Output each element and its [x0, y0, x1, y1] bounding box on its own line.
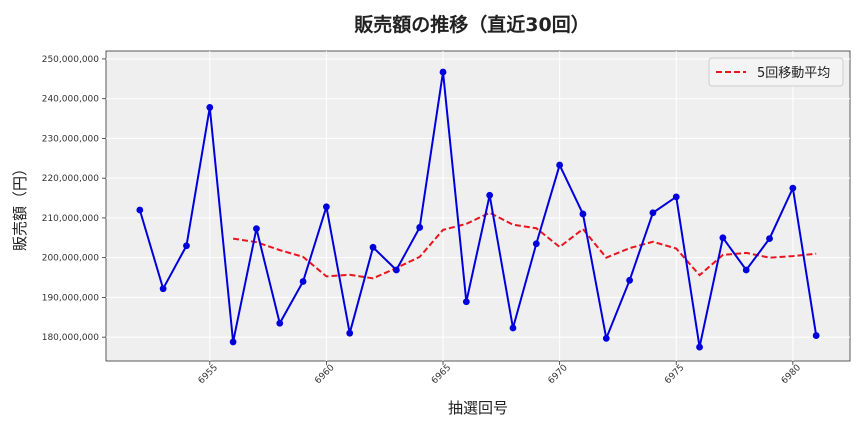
sales-point [369, 243, 377, 251]
chart-title: 販売額の推移（直近30回） [354, 13, 589, 36]
sales-point [556, 161, 564, 169]
x-tick-label: 6965 [430, 363, 453, 386]
grid [106, 51, 850, 361]
y-tick-label: 230,000,000 [42, 134, 100, 144]
sales-point [183, 242, 190, 250]
x-tick-label: 6970 [547, 363, 570, 386]
y-tick-label: 240,000,000 [42, 95, 100, 105]
sales-point [766, 235, 773, 242]
y-tick-label: 180,000,000 [42, 333, 100, 343]
legend-label-moving-average: 5回移動平均 [757, 66, 830, 81]
y-tick-label: 200,000,000 [42, 254, 100, 264]
plot-area [105, 50, 851, 362]
sales-point [672, 193, 680, 201]
sales-point [206, 104, 214, 111]
sales-point [462, 298, 470, 306]
y-axis-label: 販売額（円） [11, 161, 29, 251]
sales-point [486, 191, 494, 199]
legend: 5回移動平均 [708, 57, 844, 87]
x-axis: 6955 6960 6965 6970 6975 6980 [197, 361, 803, 386]
sales-point [346, 329, 354, 337]
y-tick-label: 220,000,000 [42, 174, 100, 184]
sales-point [299, 278, 307, 285]
sales-point [392, 266, 400, 274]
sales-line [138, 71, 818, 348]
sales-point [742, 266, 750, 274]
sales-point [439, 68, 447, 76]
sales-point [323, 203, 330, 211]
series-layer [136, 68, 820, 351]
sales-point [812, 332, 820, 339]
y-axis: 180,000,000 190,000,000 200,000,000 210,000… [42, 55, 106, 343]
x-tick-label: 6975 [663, 363, 686, 386]
sales-point [626, 276, 633, 284]
sales-point [789, 184, 797, 192]
y-tick-label: 250,000,000 [42, 55, 100, 65]
x-axis-label: 抽選回号 [448, 399, 508, 417]
sales-point [696, 343, 703, 351]
x-tick-label: 6955 [197, 363, 220, 386]
y-tick-label: 210,000,000 [42, 214, 100, 224]
sales-point [532, 240, 540, 248]
sales-point [229, 338, 237, 346]
x-tick-label: 6960 [313, 363, 336, 386]
y-tick-label: 190,000,000 [42, 293, 100, 303]
sales-point [276, 319, 284, 327]
sales-point [719, 234, 727, 242]
sales-point [159, 285, 167, 293]
x-tick-label: 6980 [780, 363, 803, 386]
sales-point [509, 324, 517, 332]
sales-point [253, 225, 260, 233]
sales-point [136, 206, 144, 214]
sales-point [579, 210, 587, 218]
sales-point [416, 224, 424, 231]
sales-point [649, 209, 657, 217]
sales-point [602, 334, 610, 342]
legend-box [708, 57, 844, 87]
